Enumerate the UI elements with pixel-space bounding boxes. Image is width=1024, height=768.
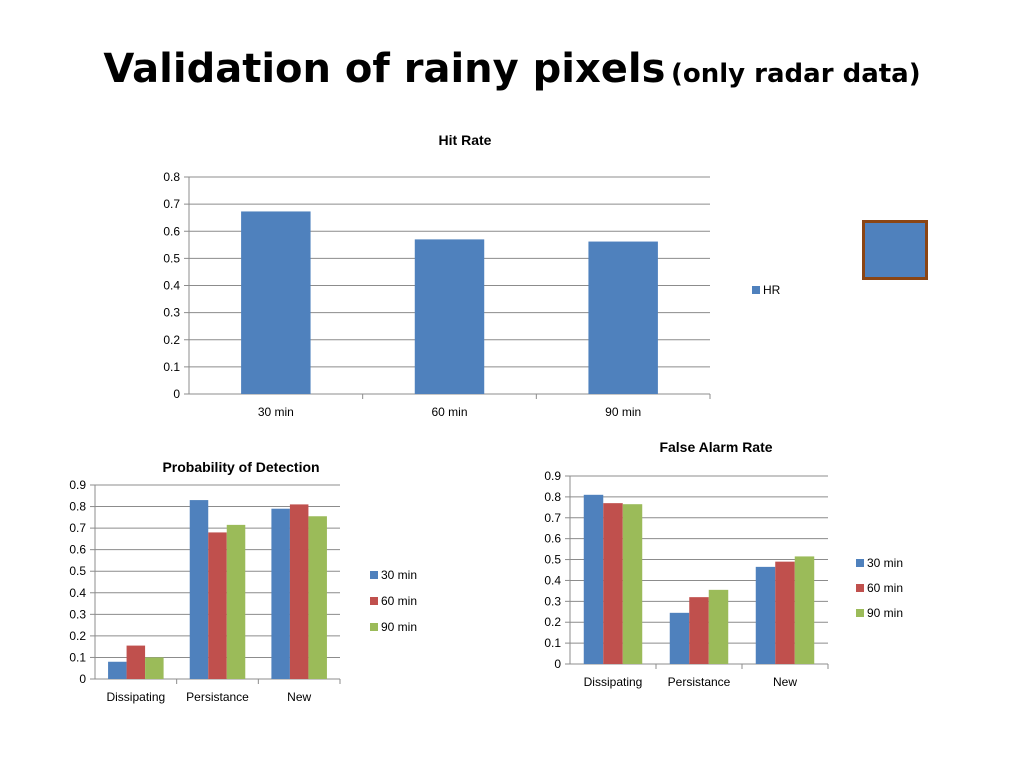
- pod-bar-60-min: [126, 645, 146, 679]
- hit-rate-bar-hr: [588, 241, 658, 394]
- hit-rate-category-label: 60 min: [431, 405, 467, 419]
- pod-legend-label: 60 min: [381, 594, 417, 608]
- far-ytick-label: 0.2: [544, 615, 561, 629]
- far-bar-30-min: [583, 494, 604, 664]
- pod-ytick-label: 0.6: [69, 543, 86, 557]
- hit-rate-ytick-label: 0.5: [163, 251, 180, 265]
- far-category-label: New: [773, 675, 797, 689]
- hit-rate-category-label: 90 min: [605, 405, 641, 419]
- pod-bar-30-min: [108, 661, 127, 679]
- far-legend-swatch: [856, 559, 864, 567]
- hit-rate-ytick-label: 0.8: [163, 170, 180, 184]
- far-legend-swatch: [856, 584, 864, 592]
- far-ytick-label: 0: [554, 657, 561, 671]
- far-legend-label: 60 min: [867, 581, 903, 595]
- far-bar-30-min: [755, 566, 776, 664]
- hit-rate-chart-group: Hit Rate 0 0.1 0.2 0.3 0.4 0.5 0.6 0.7 0.8 30 min 6…: [163, 132, 780, 419]
- far-ytick-label: 0.7: [544, 511, 561, 525]
- far-ytick-label: 0.6: [544, 532, 561, 546]
- pod-ytick-label: 0.7: [69, 521, 86, 535]
- pod-ytick-label: 0.8: [69, 500, 86, 514]
- far-ytick-label: 0.9: [544, 469, 561, 483]
- slide-title-sub: (only radar data): [671, 59, 921, 89]
- far-ytick-label: 0.8: [544, 490, 561, 504]
- far-ytick-label: 0.1: [544, 636, 561, 650]
- pod-bar-30-min: [271, 508, 290, 679]
- pod-ytick-label: 0.3: [69, 607, 86, 621]
- far-bar-30-min: [669, 612, 690, 664]
- hit-rate-category-label: 30 min: [258, 405, 294, 419]
- far-title: False Alarm Rate: [659, 439, 772, 455]
- hit-rate-ytick-label: 0.4: [163, 279, 180, 293]
- far-ytick-label: 0.4: [544, 573, 561, 587]
- hit-rate-bar-hr: [414, 239, 485, 394]
- pod-bar-90-min: [145, 657, 164, 679]
- far-bar-60-min: [775, 561, 795, 664]
- far-ytick-label: 0.5: [544, 553, 561, 567]
- pod-legend-label: 30 min: [381, 568, 417, 582]
- pod-category-label: New: [287, 690, 311, 704]
- pod-ytick-label: 0.9: [69, 478, 86, 492]
- pod-legend-label: 90 min: [381, 620, 417, 634]
- far-bar-90-min: [794, 556, 815, 664]
- hit-rate-ytick-label: 0.2: [163, 333, 180, 347]
- hit-rate-ytick-label: 0.7: [163, 197, 180, 211]
- pod-legend-swatch: [370, 623, 378, 631]
- pod-ytick-label: 0.4: [69, 586, 86, 600]
- slide-title-main: Validation of rainy pixels: [103, 46, 666, 92]
- pod-legend-swatch: [370, 571, 378, 579]
- blue-thumbnail-box: [862, 220, 928, 280]
- hit-rate-legend-swatch: [752, 286, 760, 294]
- far-bar-90-min: [708, 589, 729, 664]
- pod-bar-90-min: [226, 524, 246, 679]
- far-category-label: Dissipating: [584, 675, 643, 689]
- far-legend-label: 30 min: [867, 556, 903, 570]
- hit-rate-ytick-label: 0: [173, 387, 180, 401]
- pod-category-label: Persistance: [186, 690, 249, 704]
- far-bar-60-min: [689, 597, 709, 664]
- pod-category-label: Dissipating: [106, 690, 165, 704]
- pod-bar-60-min: [208, 532, 227, 679]
- far-bar-90-min: [622, 504, 643, 664]
- pod-legend-swatch: [370, 597, 378, 605]
- pod-ytick-label: 0: [79, 672, 86, 686]
- slide-title: Validation of rainy pixels (only radar d…: [0, 46, 1024, 92]
- pod-bar-90-min: [308, 516, 327, 679]
- far-category-label: Persistance: [668, 675, 731, 689]
- pod-ytick-label: 0.2: [69, 629, 86, 643]
- far-legend-swatch: [856, 609, 864, 617]
- pod-bar-30-min: [189, 500, 209, 679]
- hit-rate-title: Hit Rate: [439, 132, 492, 148]
- pod-bar-60-min: [289, 504, 309, 679]
- hit-rate-ytick-label: 0.3: [163, 306, 180, 320]
- hit-rate-legend-label: HR: [763, 283, 781, 297]
- pod-ytick-label: 0.5: [69, 564, 86, 578]
- far-legend-label: 90 min: [867, 606, 903, 620]
- pod-chart-group: Probability of Detection 0 0.1 0.2 0.3 0.4 0.5…: [69, 459, 417, 704]
- hit-rate-ytick-label: 0.1: [163, 360, 180, 374]
- pod-ytick-label: 0.1: [69, 650, 86, 664]
- pod-title: Probability of Detection: [162, 459, 319, 475]
- far-ytick-label: 0.3: [544, 594, 561, 608]
- hit-rate-bar-hr: [241, 211, 311, 394]
- hit-rate-ytick-label: 0.6: [163, 224, 180, 238]
- far-chart-group: False Alarm Rate 0 0.1 0.2 0.3 0.4 0.5 0.6 0.7 0.…: [544, 439, 903, 689]
- far-bar-60-min: [603, 503, 623, 664]
